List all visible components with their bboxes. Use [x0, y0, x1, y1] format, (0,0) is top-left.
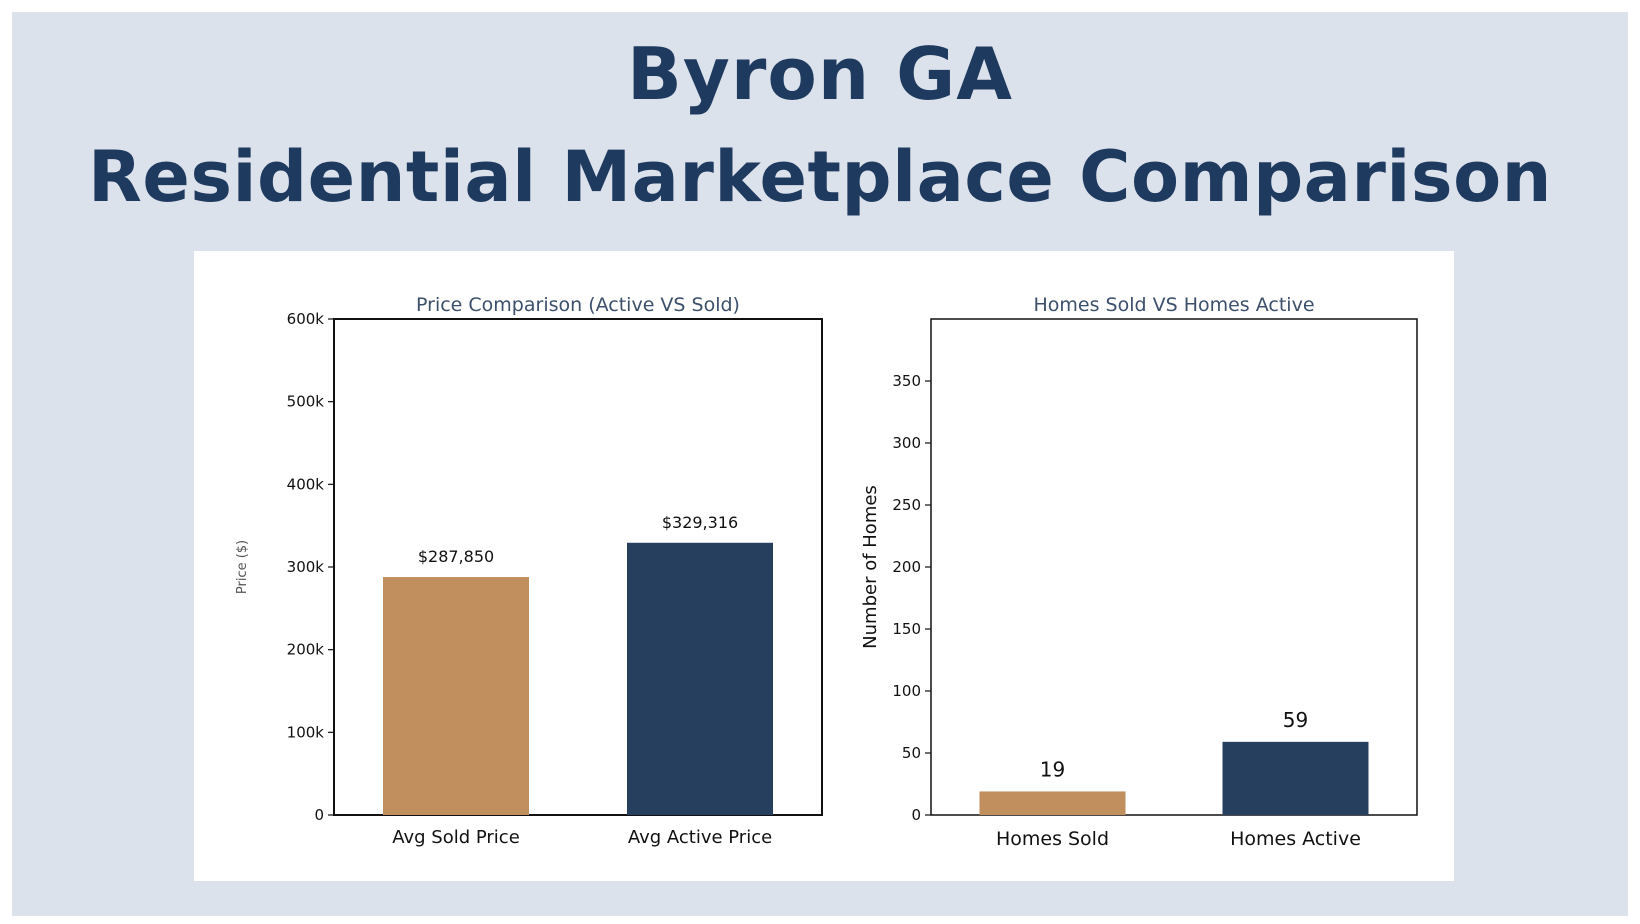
chart-title: Price Comparison (Active VS Sold) — [416, 294, 740, 316]
data-label: 19 — [1040, 757, 1065, 781]
plot-frame — [930, 318, 1418, 816]
x-category-label: Avg Sold Price — [392, 827, 520, 848]
bar-avg-sold-price — [383, 577, 529, 815]
page-title-line-2: Residential Marketplace Comparison — [87, 136, 1553, 218]
y-tick-label: 100k — [287, 723, 325, 741]
data-label: 59 — [1283, 708, 1308, 732]
y-tick-label: 300k — [287, 558, 325, 576]
x-category-label: Homes Active — [1230, 828, 1361, 850]
y-tick-label: 0 — [911, 806, 921, 824]
y-axis-label: Number of Homes — [860, 485, 881, 649]
y-tick-label: 500k — [287, 393, 325, 411]
y-tick-label: 400k — [287, 475, 325, 493]
y-tick-label: 50 — [902, 744, 921, 762]
y-tick-label: 100 — [892, 682, 921, 700]
y-tick-label: 200k — [287, 641, 325, 659]
data-label: $329,316 — [662, 513, 738, 532]
y-tick-label: 600k — [287, 310, 325, 328]
bar-homes-sold — [979, 791, 1126, 815]
y-tick-label: 200 — [892, 558, 921, 576]
charts-card: Price Comparison (Active VS Sold) 0 100k 20… — [194, 251, 1454, 881]
x-category-label: Avg Active Price — [628, 827, 772, 848]
charts-svg: Price Comparison (Active VS Sold) 0 100k 20… — [235, 294, 1418, 850]
y-tick-label: 150 — [892, 620, 921, 638]
bar-avg-active-price — [627, 542, 773, 815]
y-axis-label: Price ($) — [235, 540, 250, 594]
page-title-line-1: Byron GA — [627, 32, 1013, 116]
y-tick-label: 0 — [314, 806, 324, 824]
chart-title: Homes Sold VS Homes Active — [1033, 294, 1314, 316]
y-tick-label: 350 — [892, 372, 921, 390]
bar-homes-active — [1222, 741, 1369, 815]
y-tick-label: 250 — [892, 496, 921, 514]
y-tick-label: 300 — [892, 434, 921, 452]
data-label: $287,850 — [418, 547, 494, 566]
x-category-label: Homes Sold — [996, 828, 1109, 850]
